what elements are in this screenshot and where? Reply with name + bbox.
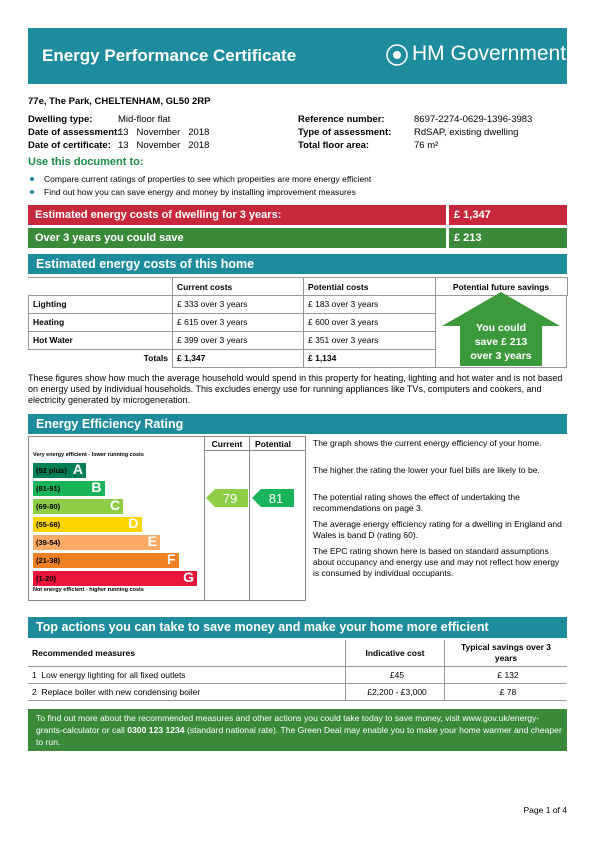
rating-note: The potential rating shows the effect of… (313, 492, 520, 513)
bullet-text: Compare current ratings of properties to… (44, 174, 372, 184)
column-divider (204, 436, 250, 601)
section-heading: Energy Efficiency Rating (28, 414, 567, 434)
detail-label: Date of assessment: (28, 127, 121, 138)
rating-band: (92 plus) A (33, 461, 86, 478)
action-cost: £2,200 - £3,000 (345, 684, 444, 701)
rating-note: The graph shows the current energy effic… (313, 438, 542, 448)
rating-arrow (206, 489, 248, 507)
bullet-text: Find out how you can save energy and mon… (44, 187, 356, 197)
cost-cell: £ 399 over 3 years (172, 331, 304, 350)
section-heading: Top actions you can take to save money a… (28, 617, 567, 638)
column-header: Indicative cost (345, 640, 444, 667)
band-letter: G (183, 569, 194, 585)
detail-label: Total floor area: (298, 140, 370, 151)
phone: 0300 123 1234 (127, 725, 185, 735)
detail-value: 76 m² (414, 140, 439, 151)
band-letter: E (147, 533, 157, 549)
address: 77e, The Park, CHELTENHAM, GL50 2RP (28, 96, 211, 107)
column-header: Potential costs (303, 277, 436, 296)
cost-cell: £ 600 over 3 years (303, 313, 436, 332)
band-letter: D (128, 515, 139, 531)
band-letter: C (109, 497, 120, 513)
rating-band: (1-20) G (33, 569, 197, 586)
column-header: Current (211, 439, 243, 449)
costs-note: These figures show how much the average … (28, 373, 563, 405)
cost-cell: £ 1,347 (172, 349, 304, 368)
summary-label: Estimated energy costs of dwelling for 3… (28, 205, 446, 225)
rating-band: (69-80) C (33, 497, 123, 514)
scale-top: Very energy efficient - lower running co… (33, 452, 144, 458)
summary-value: £ 213 (449, 228, 567, 248)
action-cost: £45 (345, 667, 444, 684)
band-letter: B (91, 479, 102, 495)
use-heading: Use this document to: (28, 156, 144, 168)
savings-text: over 3 years (470, 350, 532, 362)
column-header: Potential (255, 439, 291, 449)
footer-text: (standard national rate). The Green Deal… (36, 725, 562, 747)
rating-band: (39-54) E (33, 533, 160, 550)
savings-arrow (442, 292, 560, 366)
action-name: 2 Replace boiler with new condensing boi… (28, 684, 345, 701)
rating-band: (55-68) D (33, 515, 142, 532)
cost-cell: £ 183 over 3 years (303, 295, 436, 314)
band-letter: F (166, 551, 176, 567)
footer-text: To find out more about the recommended m… (36, 713, 540, 735)
scale-bottom: Not energy efficient - higher running co… (33, 587, 144, 593)
rating-band: (21-38) F (33, 551, 179, 568)
cost-cell: £ 333 over 3 years (172, 295, 304, 314)
rating-note: The higher the rating the lower your fue… (313, 465, 540, 475)
rating-box (28, 436, 306, 601)
rating-band: (81-91) B (33, 479, 105, 496)
band-letter: A (72, 461, 83, 477)
column-header-line (204, 450, 306, 451)
action-name: 1 Low energy lighting for all fixed outl… (28, 667, 345, 684)
summary-value: £ 1,347 (449, 205, 567, 225)
rating-arrow (252, 489, 294, 507)
header-bar (28, 28, 567, 84)
rating-note: The average energy efficiency rating for… (313, 519, 562, 540)
detail-value: RdSAP, existing dwelling (414, 127, 519, 138)
detail-label: Reference number: (298, 114, 385, 125)
rating-value: 81 (268, 491, 284, 506)
section-heading: Estimated energy costs of this home (28, 254, 567, 274)
footer-text: To find out more about the recommended m… (36, 712, 564, 748)
savings-text: You could (476, 322, 526, 334)
column-header: Typical savings over 3 years (444, 640, 567, 667)
row-label: Totals (28, 349, 173, 368)
detail-label: Type of assessment: (298, 127, 392, 138)
summary-label: Over 3 years you could save (28, 228, 446, 248)
savings-text: save £ 213 (474, 336, 528, 348)
cost-cell: £ 1,134 (303, 349, 436, 368)
action-cost: £ 78 (444, 684, 567, 701)
rating-note: The EPC rating shown here is based on st… (313, 546, 560, 578)
crest-icon (386, 44, 408, 66)
detail-value: 13 November 2018 (118, 140, 210, 151)
bullet-dot (30, 177, 34, 181)
cost-cell: £ 615 over 3 years (172, 313, 304, 332)
action-cost: £ 132 (444, 667, 567, 684)
row-label: Hot Water (28, 331, 173, 350)
header-rule (28, 277, 172, 278)
detail-value: 13 November 2018 (118, 127, 210, 138)
column-header: Current costs (172, 277, 304, 296)
row-label: Heating (28, 313, 173, 332)
cost-cell: £ 351 over 3 years (303, 331, 436, 350)
detail-label: Date of certificate: (28, 140, 111, 151)
page-number: Page 1 of 4 (523, 805, 567, 815)
detail-value: 8697-2274-0629-1396-3983 (414, 114, 533, 125)
footer-box (28, 709, 567, 751)
detail-label: Dwelling type: (28, 114, 93, 125)
row-label: Lighting (28, 295, 173, 314)
column-header: Recommended measures (28, 640, 345, 667)
detail-value: Mid-floor flat (118, 114, 171, 125)
title: Energy Performance Certificate (42, 46, 297, 65)
bullet-dot (30, 190, 34, 194)
logo: HM Government (412, 42, 567, 65)
rating-value: 79 (222, 491, 238, 506)
